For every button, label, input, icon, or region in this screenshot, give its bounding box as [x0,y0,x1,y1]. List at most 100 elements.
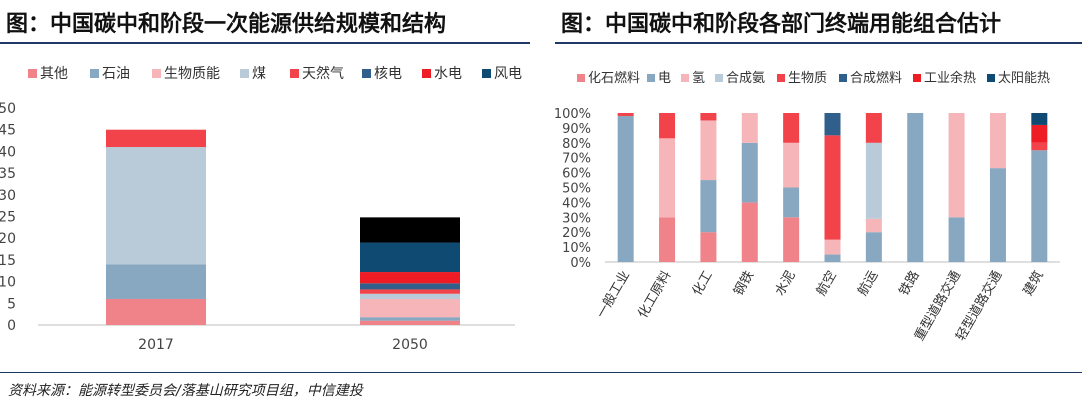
r-bar-10-6 [1031,124,1048,143]
r-bar-6-3 [865,142,882,219]
r-bar-2-2 [700,120,717,181]
left-title-rule [0,42,530,44]
r-bar-10-1 [1031,150,1048,262]
r-bar-4-4 [783,113,800,143]
r-y-tick-label-5: 50% [562,182,591,197]
legend-label-5: 核电 [374,66,402,82]
bar-2050-5 [360,283,460,290]
right-chart-panel: 图：中国碳中和阶段各部门终端用能组合估计 化石燃料 电 氢 合成氨 生物质 合成燃料 工业余… [555,0,1082,375]
r-bar-0-4 [617,113,634,116]
legend-swatch-5 [362,69,371,78]
legend-swatch-4 [290,69,299,78]
r-legend-label-0: 化石燃料 [588,70,640,86]
r-legend-swatch-4 [777,74,785,82]
bar-2050-7 [360,242,460,273]
y-tick-label-10: 50 [0,101,16,117]
r-bar-4-2 [783,142,800,188]
bar-2017-1 [106,264,206,299]
y-tick-label-5: 25 [0,210,16,226]
r-bar-8-1 [948,217,965,262]
bar-2050-0 [360,320,460,325]
r-bar-2-0 [700,232,717,262]
right-chart-title: 图：中国碳中和阶段各部门终端用能组合估计 [561,12,1002,37]
r-bar-9-1 [989,168,1006,262]
r-legend-label-5: 合成燃料 [850,70,902,86]
right-percent-bar-chart: 化石燃料 电 氢 合成氨 生物质 合成燃料 工业余热 太阳能热 0%10%20%30%40%50… [555,70,1060,344]
r-bar-5-4 [824,135,841,240]
r-x-tick-label-7: 铁路 [896,268,923,299]
left-chart-panel: 图：中国碳中和阶段一次能源供给规模和结构 其他石油生物质能煤天然气核电水电风电太… [0,0,530,375]
r-bar-4-0 [783,217,800,262]
source-note: 资料来源：能源转型委员会/落基山研究项目组，中信建投 [8,383,363,399]
bar-2050-4 [360,289,460,294]
r-legend-swatch-3 [715,74,723,82]
r-y-tick-label-7: 70% [562,152,591,167]
bar-2017-4 [106,129,206,148]
legend-label-0: 其他 [40,66,68,82]
bar-2050-6 [360,272,460,284]
legend-swatch-6 [422,69,431,78]
r-legend-label-1: 电 [658,71,671,86]
left-stacked-bar-chart: 其他石油生物质能煤天然气核电水电风电太阳能电051015202530354045… [0,65,522,353]
r-bar-3-2 [741,113,758,143]
r-legend-swatch-6 [913,74,921,82]
r-bar-8-2 [948,113,965,218]
r-bar-3-0 [741,202,758,262]
y-tick-label-9: 45 [0,123,16,139]
r-bar-3-1 [741,142,758,203]
y-tick-label-3: 15 [0,253,16,269]
y-tick-label-0: 0 [7,318,16,334]
legend-label-7: 风电 [494,66,522,82]
r-legend-label-4: 生物质 [788,71,827,86]
legend-label-6: 水电 [434,66,462,82]
legend-label-3: 煤 [252,66,266,82]
r-bar-10-7 [1031,113,1048,125]
r-bar-1-0 [659,217,676,262]
right-title-rule [555,42,1082,44]
r-x-tick-label-5: 航空 [813,268,840,299]
r-y-tick-label-6: 60% [562,167,591,182]
r-y-tick-label-2: 20% [562,226,591,241]
bar-2050-8 [360,217,460,243]
r-bar-2-1 [700,180,717,233]
r-y-tick-label-10: 100% [555,107,591,122]
r-legend-swatch-1 [647,74,655,82]
bar-2050-3 [360,293,460,299]
bar-2017-3 [106,147,206,265]
r-bar-5-5 [824,113,841,136]
r-bar-1-4 [659,113,676,139]
r-y-tick-label-1: 10% [562,241,591,256]
r-x-tick-label-1: 化工原料 [636,269,675,322]
y-tick-label-4: 20 [0,231,16,247]
legend-swatch-7 [482,69,491,78]
left-chart-title: 图：中国碳中和阶段一次能源供给规模和结构 [6,12,447,37]
y-tick-label-1: 5 [7,296,16,312]
r-bar-5-2 [824,239,841,255]
legend-label-2: 生物质能 [164,66,220,82]
r-bar-7-1 [907,113,924,262]
y-tick-label-6: 30 [0,188,16,204]
r-legend-swatch-0 [577,74,585,82]
r-y-tick-label-4: 40% [562,196,591,211]
bar-2050-1 [360,317,460,321]
x-tick-label-1: 2050 [392,337,428,353]
r-legend-swatch-7 [987,74,995,82]
r-bar-6-1 [865,232,882,262]
y-tick-label-7: 35 [0,166,16,182]
r-x-tick-label-0: 一般工业 [593,268,633,321]
r-bar-2-4 [700,113,717,121]
r-bar-5-1 [824,254,841,262]
r-legend-label-2: 氢 [692,71,705,86]
legend-label-1: 石油 [102,66,130,82]
bar-2017-0 [106,298,206,325]
r-y-tick-label-8: 80% [562,137,591,152]
r-legend-label-6: 工业余热 [924,70,976,86]
r-y-tick-label-9: 90% [562,122,591,137]
x-tick-label-0: 2017 [138,337,174,353]
legend-swatch-0 [28,69,37,78]
r-x-tick-label-3: 钢铁 [731,269,757,299]
bar-2050-2 [360,298,460,318]
r-legend-swatch-2 [681,74,689,82]
r-x-tick-label-2: 化工 [690,269,716,299]
r-y-tick-label-0: 0% [570,256,591,271]
